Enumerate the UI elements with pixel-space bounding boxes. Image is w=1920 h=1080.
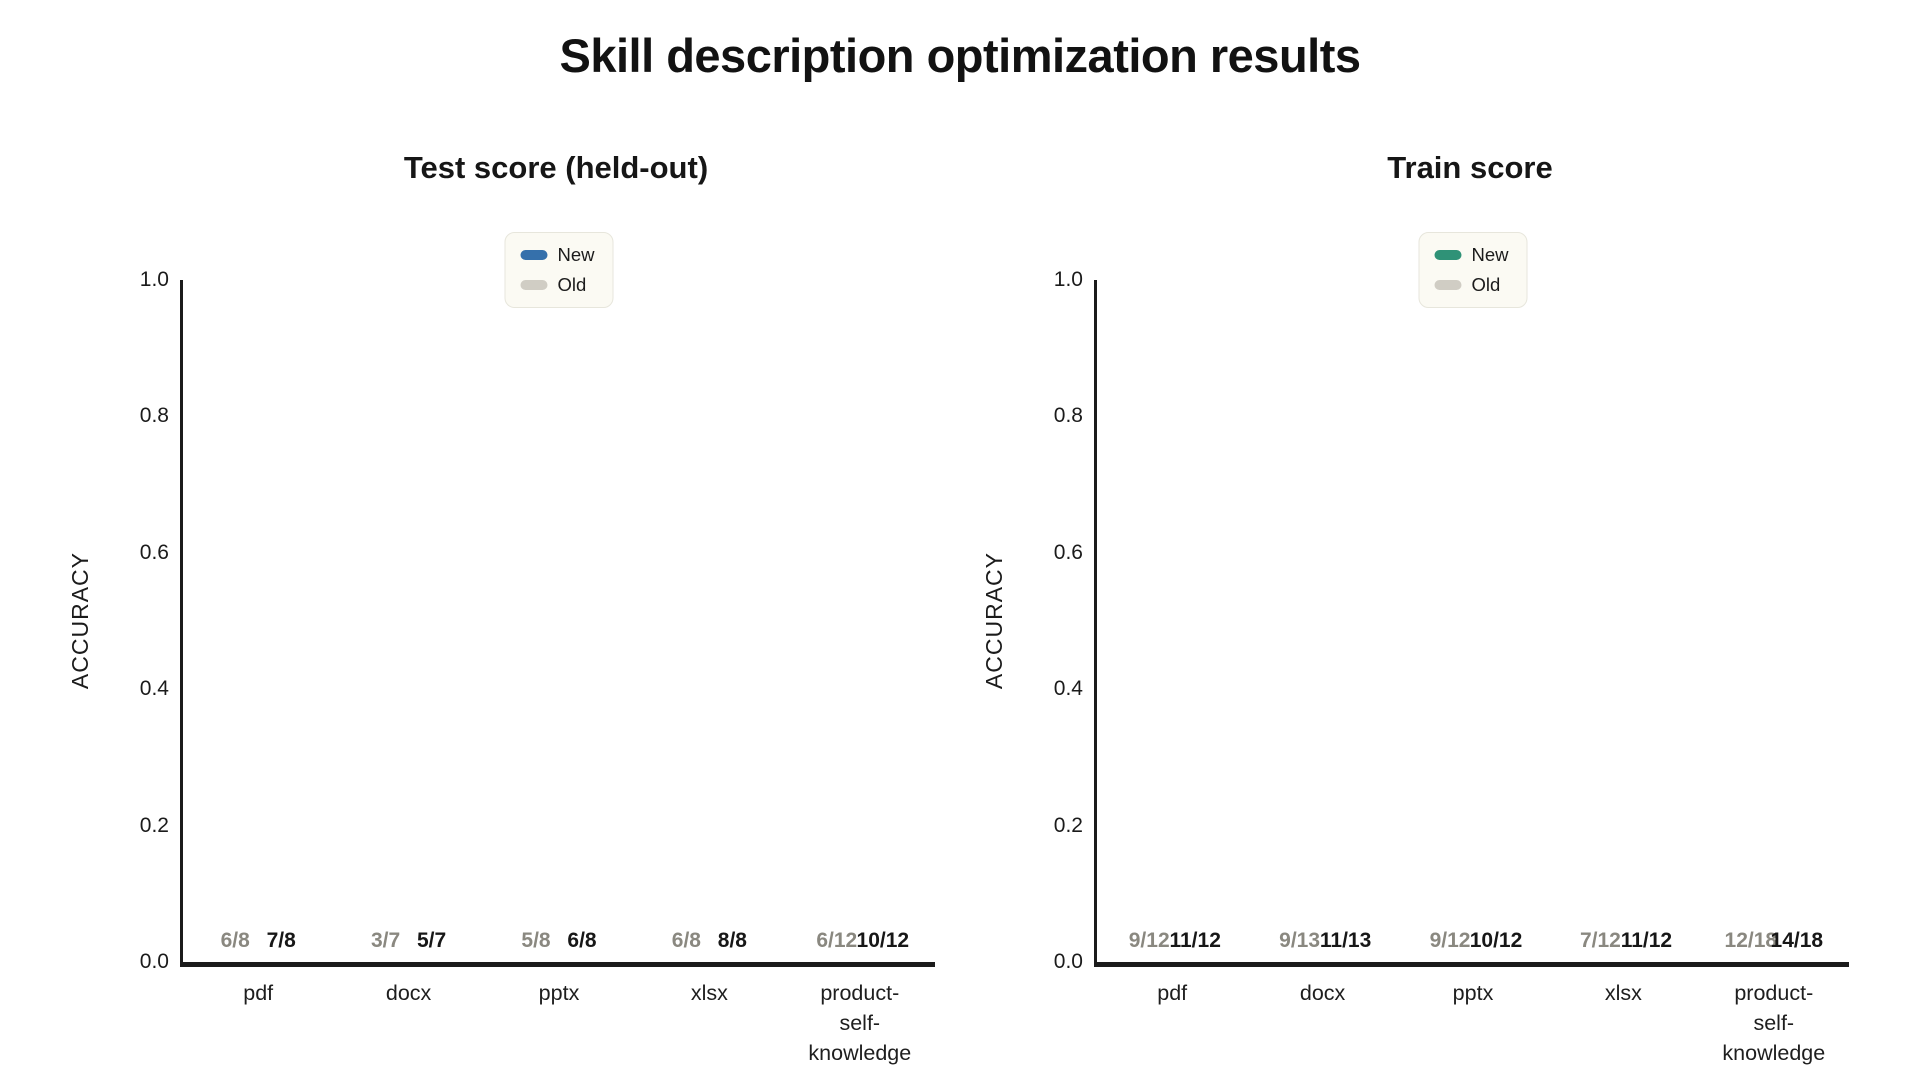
legend-label-new: New [557, 244, 595, 265]
bar-value-label: 11/13 [1319, 929, 1372, 952]
legend-item-old: Old [1434, 274, 1508, 296]
y-axis-label-box-test: ACCURACY [58, 280, 102, 962]
y-axis-label-box-train: ACCURACY [972, 280, 1016, 962]
legend-marker-old-icon [520, 280, 548, 290]
legend-marker-old-icon [1434, 280, 1462, 290]
bar-value-label: 10/12 [856, 929, 910, 952]
bar-value-label: 11/12 [1620, 929, 1673, 952]
subplot-title-test-score: Test score (held-out) [403, 150, 709, 185]
y-tick-label: 0.6 [139, 540, 169, 564]
plot-area-test-score: New Old 0.0 0.2 0.4 0.6 0.8 1.0 6/8 7/8 pdf 3/7 5/… [140, 232, 935, 1065]
legend-marker-new-icon [1434, 250, 1462, 260]
legend-test-score: New Old [504, 232, 614, 308]
bar-value-label: 9/12 [1128, 929, 1170, 952]
bar-value-label: 9/13 [1279, 929, 1321, 952]
bar-value-label: 7/8 [266, 929, 296, 952]
y-axis-label-test: ACCURACY [66, 552, 93, 690]
bar-value-label: 12/18 [1724, 929, 1778, 952]
bar-value-label: 10/12 [1469, 929, 1523, 952]
legend-train-score: New Old [1418, 232, 1528, 308]
bar-value-label: 6/8 [671, 929, 701, 952]
bar-value-label: 7/12 [1579, 929, 1621, 952]
main-title: Skill description optimization results [559, 29, 1361, 82]
legend-label-old: Old [557, 274, 587, 295]
legend-marker-new-icon [520, 250, 548, 260]
x-tick-label-pptx: pptx [1452, 981, 1494, 1005]
y-tick-label: 1.0 [1053, 268, 1083, 291]
y-tick-label: 0.4 [1053, 677, 1083, 701]
x-tick-label-pdf: pdf [243, 981, 274, 1005]
y-tick-label: 0.6 [1053, 540, 1083, 564]
y-tick-label: 0.0 [1053, 950, 1083, 973]
legend-item-old: Old [520, 274, 594, 296]
bar-value-label: 14/18 [1770, 929, 1824, 952]
x-tick-label-xlsx: xlsx [690, 981, 728, 1005]
legend-item-new: New [1434, 244, 1509, 266]
bar-value-label: 3/7 [370, 929, 401, 952]
x-tick-label-product: product- self-knowledge [1722, 981, 1826, 1066]
bar-value-label: 8/8 [717, 929, 747, 952]
x-tick-label-pptx: pptx [538, 981, 580, 1005]
bar-value-label: 6/8 [567, 929, 597, 952]
x-tick-label-pdf: pdf [1157, 981, 1188, 1005]
x-tick-label-xlsx: xlsx [1604, 981, 1642, 1005]
y-tick-label: 0.4 [139, 677, 169, 701]
bar-value-label: 6/12 [816, 929, 858, 952]
legend-item-new: New [520, 244, 595, 266]
subplot-title-train-score: Train score [1387, 150, 1553, 185]
bar-value-label: 11/12 [1169, 929, 1221, 952]
x-tick-label-docx: docx [385, 981, 432, 1005]
x-tick-label-product: product- self-knowledge [808, 981, 912, 1066]
y-tick-label: 0.2 [139, 813, 169, 837]
legend-label-old: Old [1471, 274, 1501, 295]
bar-value-label: 5/7 [416, 929, 447, 952]
y-tick-label: 0.8 [1053, 404, 1083, 428]
bar-value-label: 5/8 [521, 929, 551, 952]
y-tick-label: 0.0 [139, 950, 169, 973]
legend-label-new: New [1471, 244, 1509, 265]
bar-value-label: 9/12 [1429, 929, 1471, 952]
plot-area-train-score: New Old 0.0 0.2 0.4 0.6 0.8 1.0 9/12 11/12 pdf 9/… [1054, 232, 1849, 1065]
y-tick-label: 0.8 [139, 404, 169, 428]
y-axis-label-train: ACCURACY [980, 552, 1007, 690]
x-tick-label-docx: docx [1299, 981, 1346, 1005]
bar-value-label: 6/8 [220, 929, 250, 952]
y-tick-label: 0.2 [1053, 813, 1083, 837]
y-tick-label: 1.0 [139, 268, 169, 291]
